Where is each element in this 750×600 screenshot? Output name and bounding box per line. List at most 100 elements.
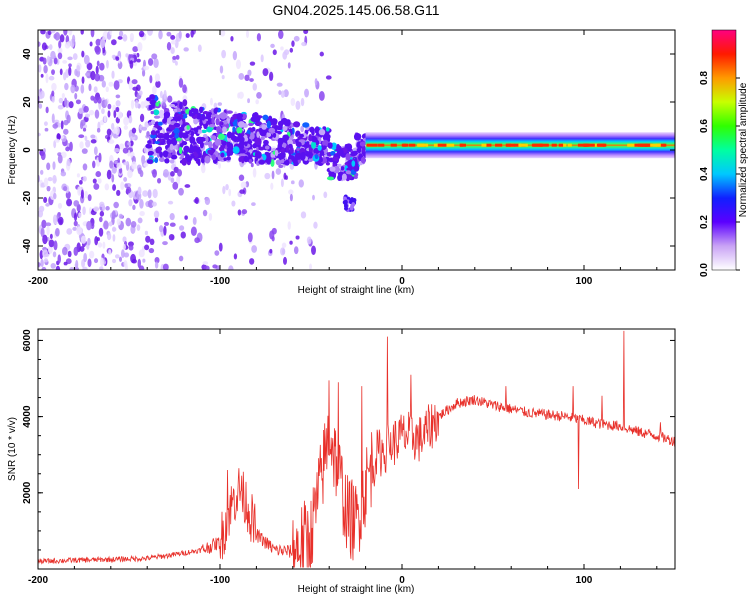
heatmap-cell: [248, 122, 254, 127]
heatmap-cell: [311, 129, 315, 136]
heatmap-cell: [190, 107, 195, 113]
heatmap-cell: [108, 249, 112, 256]
heatmap-cell: [293, 35, 300, 42]
heatmap-cell: [59, 34, 65, 43]
heatmap-cell: [153, 109, 160, 116]
heatmap-cell: [40, 151, 46, 161]
heatmap-cell: [254, 151, 262, 159]
heatmap-cell: [204, 115, 211, 120]
heatmap-cell: [204, 155, 211, 164]
heatmap-cell: [252, 168, 257, 178]
heatmap-cell: [112, 234, 116, 242]
heatmap-cell: [106, 232, 112, 241]
heatmap-cell: [68, 63, 72, 68]
heatmap-cell: [40, 258, 44, 268]
heatmap-cell: [285, 144, 290, 152]
heatmap-cell: [112, 184, 117, 191]
heatmap-cell: [40, 90, 45, 99]
heatmap-cell: [221, 74, 225, 80]
heatmap-cell: [247, 69, 252, 77]
heatmap-cell: [157, 126, 163, 131]
heatmap-cell: [219, 112, 227, 120]
heatmap-cell: [361, 144, 366, 153]
heatmap-cell: [75, 259, 79, 270]
heatmap-cell: [250, 162, 254, 168]
heatmap-cell: [249, 78, 254, 82]
heatmap-cell: [113, 147, 120, 153]
heatmap-cell: [304, 88, 309, 98]
heatmap-cell: [289, 240, 293, 245]
heatmap-cell: [170, 170, 175, 177]
heatmap-cell: [236, 113, 244, 119]
heatmap-cell: [160, 141, 165, 145]
heatmap-cell: [38, 132, 41, 137]
heatmap-cell: [58, 40, 62, 49]
heatmap-cell: [366, 143, 378, 147]
heatmap-cell: [655, 143, 661, 147]
heatmap-cell: [278, 90, 282, 95]
heatmap-cell: [256, 33, 261, 42]
heatmap-cell: [136, 58, 141, 63]
heatmap-cell: [148, 58, 154, 66]
heatmap-cell: [127, 141, 132, 146]
heatmap-cell: [139, 210, 145, 217]
heatmap-cell: [197, 158, 201, 167]
heatmap-cell: [95, 171, 102, 178]
heatmap-cell: [59, 68, 63, 76]
heatmap-cell: [103, 115, 107, 123]
heatmap-cell: [159, 90, 163, 99]
heatmap-cell: [62, 246, 68, 256]
heatmap-cell: [101, 80, 106, 88]
heatmap-cell: [249, 61, 256, 66]
heatmap-cell: [326, 133, 331, 140]
heatmap-cell: [95, 65, 99, 75]
heatmap-cell: [142, 258, 146, 263]
heatmap-cell: [79, 180, 83, 185]
heatmap-cell: [171, 138, 176, 145]
heatmap-cell: [154, 256, 160, 264]
heatmap-cell: [325, 75, 332, 80]
heatmap-cell: [117, 111, 123, 119]
heatmap-cell: [40, 227, 45, 238]
heatmap-cell: [277, 152, 285, 160]
heatmap-cell: [311, 140, 317, 149]
heatmap-cell: [252, 143, 257, 149]
heatmap-cell: [104, 183, 110, 191]
heatmap-cell: [41, 219, 47, 229]
heatmap-cell: [598, 143, 603, 147]
heatmap-cell: [154, 157, 159, 164]
heatmap-cell: [93, 146, 98, 156]
heatmap-cell: [259, 130, 267, 137]
heatmap-cell: [123, 176, 128, 182]
heatmap-cell: [80, 84, 85, 94]
heatmap-cell: [64, 82, 69, 91]
heatmap-cell: [55, 265, 61, 270]
x-tick-label: 0: [399, 276, 405, 287]
heatmap-cell: [129, 32, 135, 42]
heatmap-cell: [284, 175, 288, 180]
heatmap-cell: [298, 179, 304, 188]
heatmap-cell: [145, 143, 153, 149]
heatmap-cell: [326, 176, 335, 181]
heatmap-cell: [38, 41, 41, 48]
heatmap-cell: [166, 31, 172, 37]
x-tick-label: 100: [576, 575, 593, 586]
heatmap-cell: [219, 65, 224, 74]
heatmap-cell: [76, 226, 82, 236]
heatmap-cell: [266, 120, 271, 129]
heatmap-cell: [663, 143, 667, 147]
heatmap-cell: [68, 30, 73, 36]
x-tick-label: -100: [210, 276, 230, 287]
heatmap-cell: [47, 30, 52, 36]
heatmap-cell: [531, 143, 542, 147]
heatmap-cell: [53, 140, 57, 149]
spectrogram-panel: -200 -100 0 100 40 20 0 -20 -40 Height of straig…: [7, 29, 676, 296]
heatmap-cell: [112, 258, 117, 264]
heatmap-cell: [268, 127, 276, 133]
heatmap-cell: [167, 200, 174, 205]
heatmap-cell: [83, 54, 90, 65]
heatmap-cell: [220, 152, 225, 158]
heatmap-cell: [126, 186, 132, 194]
heatmap-cell: [136, 224, 141, 231]
